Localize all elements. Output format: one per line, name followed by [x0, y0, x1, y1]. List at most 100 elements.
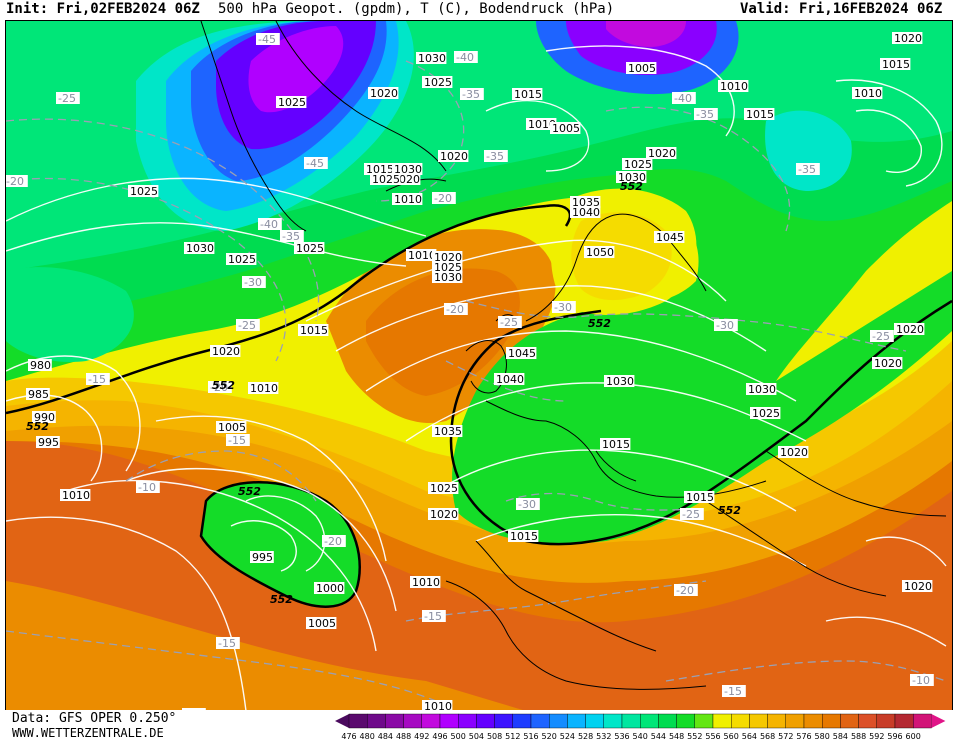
temp-label-text: -45: [306, 157, 324, 170]
pressure-label-box: [880, 58, 911, 70]
pressure-label-box: [654, 231, 685, 243]
geopot-label-text: 552: [26, 420, 49, 433]
pressure-label-text: 1025: [296, 242, 324, 255]
temp-label-box: [460, 88, 484, 100]
pressure-label-box: [392, 163, 423, 175]
colorbar-swatch: [439, 713, 459, 729]
pressure-label: 1005: [306, 617, 337, 630]
temp-label-box: [796, 163, 820, 175]
pressure-label: 1020: [368, 87, 399, 100]
temp-label-box: [680, 508, 704, 520]
pressure-label-box: [216, 421, 247, 433]
colorbar-swatch: [512, 713, 532, 729]
pressure-label-box: [250, 551, 274, 563]
pressure-label: 995: [250, 551, 274, 564]
colorbar-swatch: [712, 713, 732, 729]
temp-label-box: [322, 535, 346, 547]
map-title: 500 hPa Geopot. (gpdm), T (C), Bodendruc…: [218, 1, 615, 17]
pressure-label-box: [600, 438, 631, 450]
temp-label-box: [484, 150, 508, 162]
pressure-label: 1015: [298, 324, 329, 337]
pressure-label: 1025: [432, 261, 463, 274]
pressure-label-box: [422, 700, 453, 711]
pressure-label: 1010: [248, 382, 279, 395]
pressure-label-text: 1030: [186, 242, 214, 255]
colorbar-tick-label: 568: [760, 732, 775, 740]
pressure-label-box: [392, 193, 423, 205]
pressure-label: 1010: [410, 576, 441, 589]
geopot-552-line-west: [6, 204, 547, 415]
colorbar-swatch: [548, 713, 568, 729]
temp-label-box: [694, 108, 718, 120]
temp-label-box: [256, 33, 280, 45]
pressure-label-box: [508, 530, 539, 542]
pressure-label-text: 1045: [508, 347, 536, 360]
colorbar-swatch: [858, 713, 877, 729]
temp-label: -10: [136, 481, 160, 494]
map-footer: Data: GFS OPER 0.250° WWW.WETTERZENTRALE…: [0, 710, 959, 741]
pressure-label-box: [306, 617, 337, 629]
pressure-label-text: 1025: [424, 76, 452, 89]
colorbar-swatch: [803, 713, 823, 729]
temp-label-text: -30: [716, 319, 734, 332]
pressure-label-text: 1015: [366, 163, 394, 176]
colorbar-swatch: [385, 713, 404, 729]
temp-label-box: [516, 498, 540, 510]
temp-label: -30: [552, 301, 576, 314]
pressure-label-box: [892, 32, 923, 44]
pressure-label-text: 1005: [552, 122, 580, 135]
pressure-label-box: [428, 508, 459, 520]
temp-label: -20: [674, 584, 698, 597]
colorbar-swatch: [676, 713, 696, 729]
pressure-label: 1050: [584, 246, 615, 259]
colorbar-swatch: [421, 713, 441, 729]
pressure-label-text: 1010: [394, 193, 422, 206]
temp-label: -45: [304, 157, 328, 170]
pressure-label-text: 1020: [434, 251, 462, 264]
pressure-label: 1020: [892, 32, 923, 45]
pressure-label-text: 1030: [434, 271, 462, 284]
geopot-label: 552: [588, 317, 611, 330]
pressure-label-box: [428, 482, 459, 494]
pressure-label-box: [750, 407, 781, 419]
color-legend: 476 480 484 488 492 496 500 504 508 512 516 520 524 5…: [335, 713, 946, 740]
colorbar-tick-label: 560: [724, 732, 739, 740]
pressure-label: 1015: [744, 108, 775, 121]
pressure-label-box: [622, 158, 653, 170]
pressure-label-text: 1020: [430, 508, 458, 521]
pressure-label: 1025: [422, 76, 453, 89]
data-source: Data: GFS OPER 0.250°: [12, 711, 177, 726]
pressure-label-text: 1030: [748, 383, 776, 396]
pressure-label-box: [902, 580, 933, 592]
temp-label-text: -20: [324, 535, 342, 548]
pressure-label: 1010: [60, 489, 91, 502]
pressure-label: 1020: [438, 150, 469, 163]
temp-label-box: [444, 303, 468, 315]
pressure-label: 1000: [314, 582, 345, 595]
temp-label-text: -45: [258, 33, 276, 46]
pressure-label: 1025: [294, 242, 325, 255]
temp-label-text: -25: [872, 330, 890, 343]
pressure-label-text: 1025: [430, 482, 458, 495]
valid-time: Valid: Fri,16FEB2024 06Z: [740, 1, 943, 17]
pressure-label-text: 1010: [62, 489, 90, 502]
temp-label: -30: [242, 276, 266, 289]
pressure-label: 1025: [128, 185, 159, 198]
pressure-label: 1020: [428, 508, 459, 521]
pressure-label-box: [128, 185, 159, 197]
temp-label-text: -15: [724, 685, 742, 698]
colorbar-tick-label: 572: [778, 732, 793, 740]
website-link[interactable]: WWW.WETTERZENTRALE.DE: [12, 726, 164, 740]
temp-label: -30: [714, 319, 738, 332]
pressure-label-box: [32, 411, 56, 423]
pressure-label: 990: [32, 411, 56, 424]
pressure-label: 1030: [392, 163, 423, 176]
pressure-label: 1025: [276, 96, 307, 109]
pressure-label-box: [276, 96, 307, 108]
temp-label-box: [498, 316, 522, 328]
pressure-label-box: [584, 246, 615, 258]
pressure-label-text: 1000: [316, 582, 344, 595]
geopot-label: 552: [718, 504, 741, 517]
temp-label-text: -25: [58, 92, 76, 105]
pressure-label-text: 980: [30, 359, 51, 372]
